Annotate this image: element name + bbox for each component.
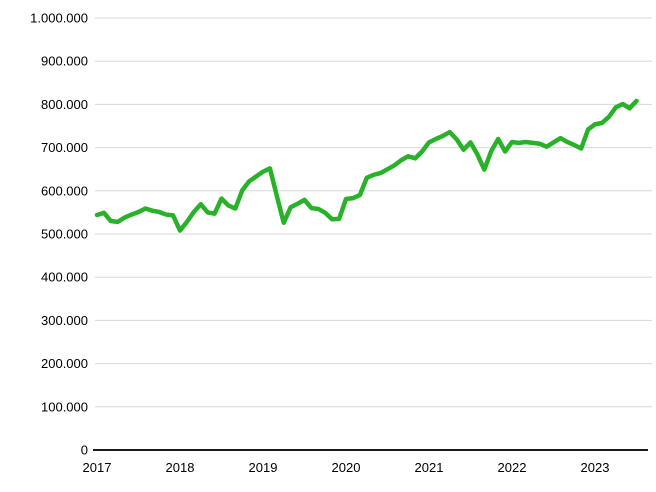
- x-axis-tick-label: 2022: [498, 460, 527, 475]
- y-axis-tick-label: 1.000.000: [30, 11, 88, 26]
- y-axis-tick-label: 100.000: [41, 399, 88, 414]
- x-axis-tick-label: 2019: [249, 460, 278, 475]
- y-axis-tick-label: 200.000: [41, 356, 88, 371]
- y-axis-tick-label: 700.000: [41, 140, 88, 155]
- y-axis-tick-label: 900.000: [41, 54, 88, 69]
- x-axis-tick-label: 2020: [332, 460, 361, 475]
- y-axis-tick-label: 800.000: [41, 97, 88, 112]
- series-line: [94, 98, 639, 233]
- y-axis-tick-label: 400.000: [41, 270, 88, 285]
- y-axis-tick-label: 300.000: [41, 313, 88, 328]
- y-axis-tick-label: 500.000: [41, 227, 88, 242]
- y-axis-tick-label: 0: [81, 443, 88, 458]
- x-axis-tick-label: 2021: [415, 460, 444, 475]
- x-axis-tick-label: 2023: [581, 460, 610, 475]
- y-axis-tick-label: 600.000: [41, 183, 88, 198]
- x-axis-tick-label: 2017: [83, 460, 112, 475]
- x-axis-tick-label: 2018: [166, 460, 195, 475]
